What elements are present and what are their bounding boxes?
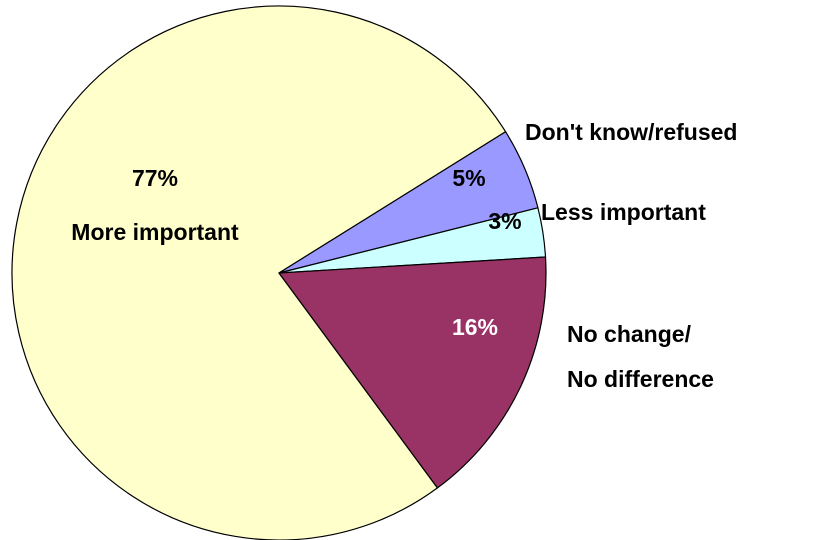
value-label-less-important: 3% <box>488 208 521 234</box>
value-label-more-important: 77% <box>132 165 178 191</box>
category-label-less-important: Less important <box>541 199 706 225</box>
category-label-no-change-line2: No difference <box>567 366 714 392</box>
value-label-dont-know: 5% <box>452 165 485 191</box>
category-label-no-change-line1: No change/ <box>567 321 692 347</box>
value-label-no-change: 16% <box>452 314 498 340</box>
pie-slices <box>11 5 547 540</box>
category-label-dont-know: Don't know/refused <box>525 119 737 145</box>
pie-slice-nochange <box>278 256 547 489</box>
category-label-more-important: More important <box>71 219 239 245</box>
pie-slice-more <box>11 5 507 540</box>
